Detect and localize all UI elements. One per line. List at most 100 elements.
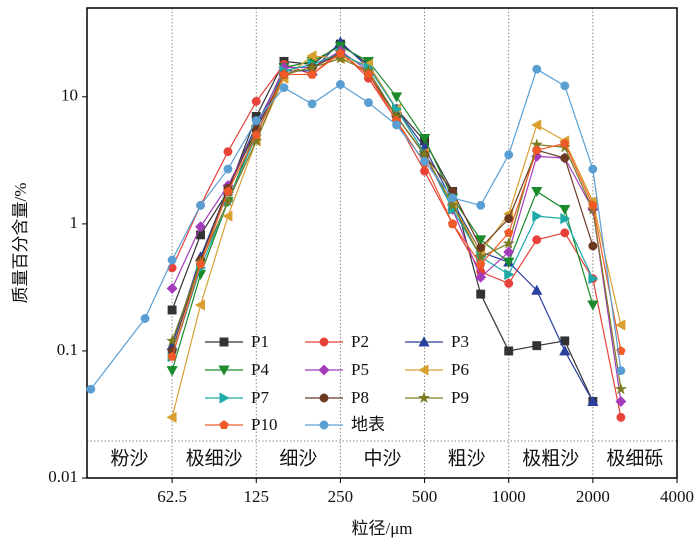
x-tick-label: 250 bbox=[328, 487, 354, 506]
marker bbox=[588, 273, 599, 285]
legend-label: P9 bbox=[451, 388, 469, 407]
legend-marker bbox=[219, 420, 229, 429]
legend-marker bbox=[418, 364, 429, 376]
legend-label: P8 bbox=[351, 388, 369, 407]
marker bbox=[167, 351, 177, 361]
marker bbox=[335, 80, 345, 89]
zone-label: 极细沙 bbox=[186, 447, 243, 469]
marker bbox=[559, 204, 571, 216]
legend-label: P6 bbox=[451, 360, 469, 379]
marker bbox=[504, 150, 514, 160]
marker bbox=[446, 198, 459, 211]
legend-marker bbox=[218, 365, 230, 376]
marker bbox=[616, 412, 626, 422]
marker bbox=[475, 235, 487, 246]
marker bbox=[504, 278, 514, 288]
marker bbox=[559, 345, 571, 356]
marker bbox=[167, 255, 177, 265]
marker bbox=[363, 69, 374, 79]
legend-label: P3 bbox=[451, 332, 469, 351]
marker bbox=[504, 346, 514, 356]
marker bbox=[588, 241, 598, 251]
marker bbox=[390, 92, 403, 103]
marker bbox=[503, 246, 515, 258]
marker bbox=[560, 212, 571, 225]
marker bbox=[532, 210, 543, 222]
marker bbox=[502, 237, 515, 249]
series-line bbox=[171, 52, 594, 357]
legend-marker bbox=[318, 364, 330, 376]
marker bbox=[476, 259, 486, 269]
marker bbox=[560, 228, 570, 238]
marker bbox=[476, 289, 486, 299]
marker bbox=[614, 382, 628, 395]
marker bbox=[504, 214, 514, 224]
legend-marker bbox=[219, 337, 229, 347]
marker bbox=[250, 134, 263, 147]
zone-label: 极细砾 bbox=[606, 447, 663, 469]
legend-label: P7 bbox=[251, 388, 269, 407]
marker bbox=[392, 120, 402, 130]
y-tick-label: 0.01 bbox=[48, 467, 78, 486]
legend-marker bbox=[319, 393, 329, 403]
marker bbox=[222, 210, 233, 222]
zone-label: 细沙 bbox=[279, 447, 317, 469]
marker bbox=[588, 200, 598, 210]
legend-label: P5 bbox=[351, 360, 369, 379]
legend-marker bbox=[418, 336, 430, 347]
marker bbox=[166, 282, 178, 295]
legend-label: P1 bbox=[251, 332, 269, 351]
legend-marker bbox=[219, 392, 230, 404]
marker bbox=[306, 50, 317, 62]
marker bbox=[587, 300, 599, 311]
legend-label: P10 bbox=[251, 415, 277, 434]
y-tick-label: 0.1 bbox=[57, 340, 78, 359]
marker bbox=[364, 98, 373, 108]
legend-label: P2 bbox=[351, 332, 369, 351]
zone-label: 粉沙 bbox=[111, 447, 149, 469]
x-tick-label: 125 bbox=[244, 487, 270, 506]
marker bbox=[307, 99, 317, 109]
series-line bbox=[171, 45, 594, 371]
marker bbox=[503, 257, 515, 268]
series bbox=[167, 46, 626, 422]
marker bbox=[531, 186, 543, 198]
x-tick-label: 2000 bbox=[576, 487, 610, 506]
marker bbox=[532, 235, 542, 245]
marker bbox=[560, 138, 570, 148]
plot-frame bbox=[86, 7, 678, 479]
series bbox=[166, 41, 599, 377]
y-tick-label: 10 bbox=[61, 86, 78, 105]
marker bbox=[532, 64, 542, 74]
marker bbox=[418, 134, 431, 145]
marker bbox=[335, 48, 346, 58]
marker bbox=[418, 148, 431, 161]
marker bbox=[140, 314, 150, 323]
x-tick-label: 4000 bbox=[660, 487, 694, 506]
marker bbox=[307, 69, 317, 79]
marker bbox=[195, 259, 206, 269]
marker bbox=[195, 221, 207, 233]
marker bbox=[532, 341, 542, 351]
marker bbox=[475, 271, 487, 283]
x-tick-label: 62.5 bbox=[157, 487, 187, 506]
legend-marker bbox=[417, 391, 431, 404]
marker bbox=[531, 284, 543, 295]
marker bbox=[616, 366, 626, 376]
marker bbox=[279, 69, 289, 79]
marker bbox=[474, 250, 487, 263]
marker bbox=[166, 366, 178, 377]
marker bbox=[196, 200, 206, 210]
x-axis-label: 粒径/μm bbox=[351, 519, 412, 538]
marker bbox=[221, 194, 235, 207]
marker bbox=[251, 130, 261, 140]
series bbox=[86, 64, 626, 394]
zone-label: 中沙 bbox=[363, 447, 401, 469]
marker bbox=[194, 299, 206, 311]
y-axis-label: 质量百分含量/% bbox=[11, 183, 30, 304]
marker bbox=[587, 395, 599, 406]
marker bbox=[504, 227, 514, 237]
legend-label: 地表 bbox=[351, 415, 385, 434]
y-tick-label: 1 bbox=[70, 213, 79, 232]
